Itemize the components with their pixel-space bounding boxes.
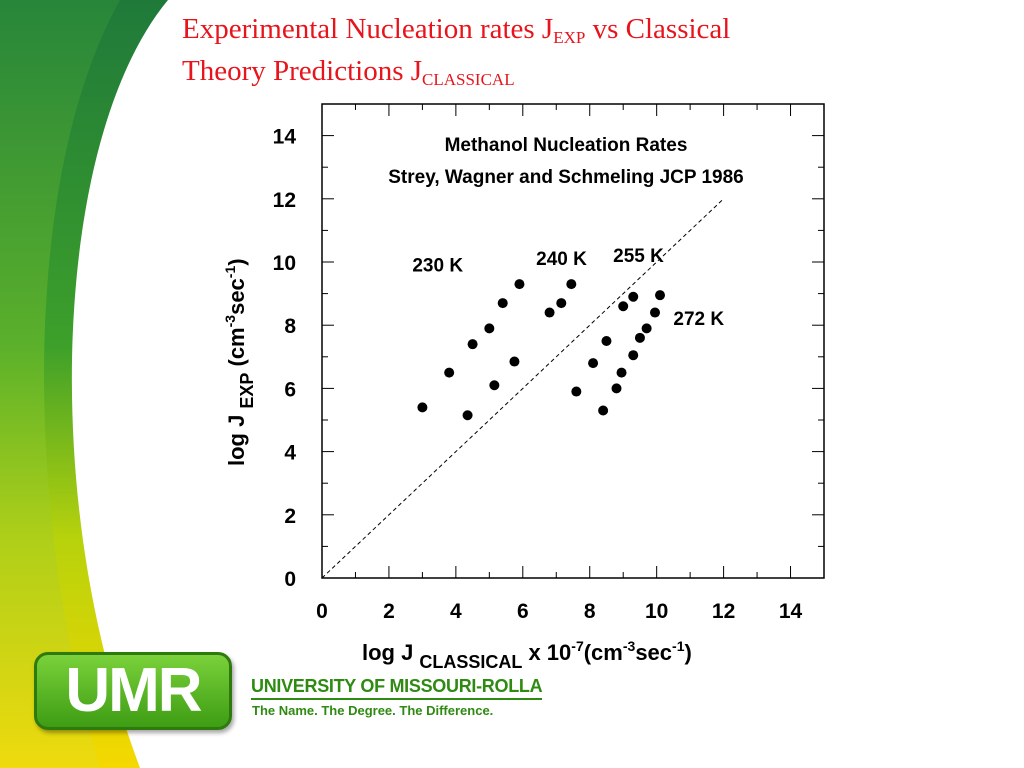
- data-point: [641, 323, 652, 334]
- data-point: [618, 301, 629, 312]
- plot-area-border: [321, 103, 825, 579]
- umr-logo: UMR: [34, 652, 232, 730]
- data-point: [444, 367, 455, 378]
- data-point: [497, 298, 508, 309]
- data-point: [571, 386, 582, 397]
- x-tick-label: 12: [712, 600, 735, 623]
- reference-dashed-line: [321, 198, 724, 579]
- data-point: [649, 307, 660, 318]
- slide-title: Experimental Nucleation rates JEXP vs Cl…: [182, 8, 862, 92]
- title-part: vs Classical: [585, 13, 731, 45]
- y-axis-title: log JEXP (cm-3sec-1): [222, 258, 257, 466]
- chart-title: Methanol Nucleation Rates: [445, 135, 688, 156]
- x-tick-label: 14: [779, 600, 803, 623]
- title-subscript: CLASSICAL: [422, 70, 515, 89]
- data-point: [514, 279, 525, 290]
- y-tick-label: 12: [273, 189, 296, 212]
- data-point: [556, 298, 567, 309]
- data-point: [634, 332, 645, 343]
- x-tick-label: 4: [450, 600, 462, 623]
- data-point: [462, 410, 473, 421]
- y-tick-label: 10: [273, 252, 296, 275]
- series-label: 272 K: [673, 309, 724, 330]
- y-tick-label: 2: [284, 505, 296, 528]
- data-point: [509, 356, 520, 367]
- series-label: 240 K: [536, 249, 587, 270]
- data-point: [484, 323, 495, 334]
- data-point: [598, 405, 609, 416]
- data-point: [566, 279, 577, 290]
- y-tick-label: 4: [284, 442, 296, 465]
- y-tick-label: 0: [284, 568, 296, 591]
- data-point: [616, 367, 627, 378]
- data-point: [601, 336, 612, 346]
- y-tick-label: 8: [284, 315, 296, 338]
- series-label: 230 K: [412, 255, 463, 276]
- data-point: [655, 290, 666, 301]
- title-subscript: EXP: [553, 28, 586, 47]
- data-point: [628, 291, 639, 302]
- logo-text: UMR: [65, 656, 202, 725]
- chart-subtitle: Strey, Wagner and Schmeling JCP 1986: [388, 167, 744, 188]
- data-point: [467, 339, 478, 350]
- university-motto: The Name. The Degree. The Difference.: [252, 703, 494, 718]
- x-tick-label: 8: [584, 600, 596, 623]
- x-tick-label: 6: [517, 600, 529, 623]
- data-point: [544, 307, 555, 318]
- data-point: [489, 380, 500, 391]
- data-point: [628, 350, 639, 361]
- x-tick-label: 2: [383, 600, 395, 623]
- university-name: UNIVERSITY OF MISSOURI-ROLLA: [251, 676, 543, 700]
- title-part: Theory Predictions J: [182, 55, 423, 87]
- y-tick-label: 14: [273, 126, 297, 149]
- data-point: [611, 383, 622, 394]
- series-label: 255 K: [613, 246, 664, 267]
- title-part: Experimental Nucleation rates J: [182, 13, 554, 45]
- x-tick-label: 0: [316, 600, 328, 623]
- left-swoosh-highlight: [0, 0, 120, 768]
- x-axis-title: log J CLASSICAL x 10-7(cm-3sec-1): [362, 638, 692, 672]
- x-tick-label: 10: [645, 600, 668, 623]
- data-point: [588, 358, 599, 369]
- y-tick-label: 6: [284, 378, 296, 401]
- data-point: [417, 402, 428, 413]
